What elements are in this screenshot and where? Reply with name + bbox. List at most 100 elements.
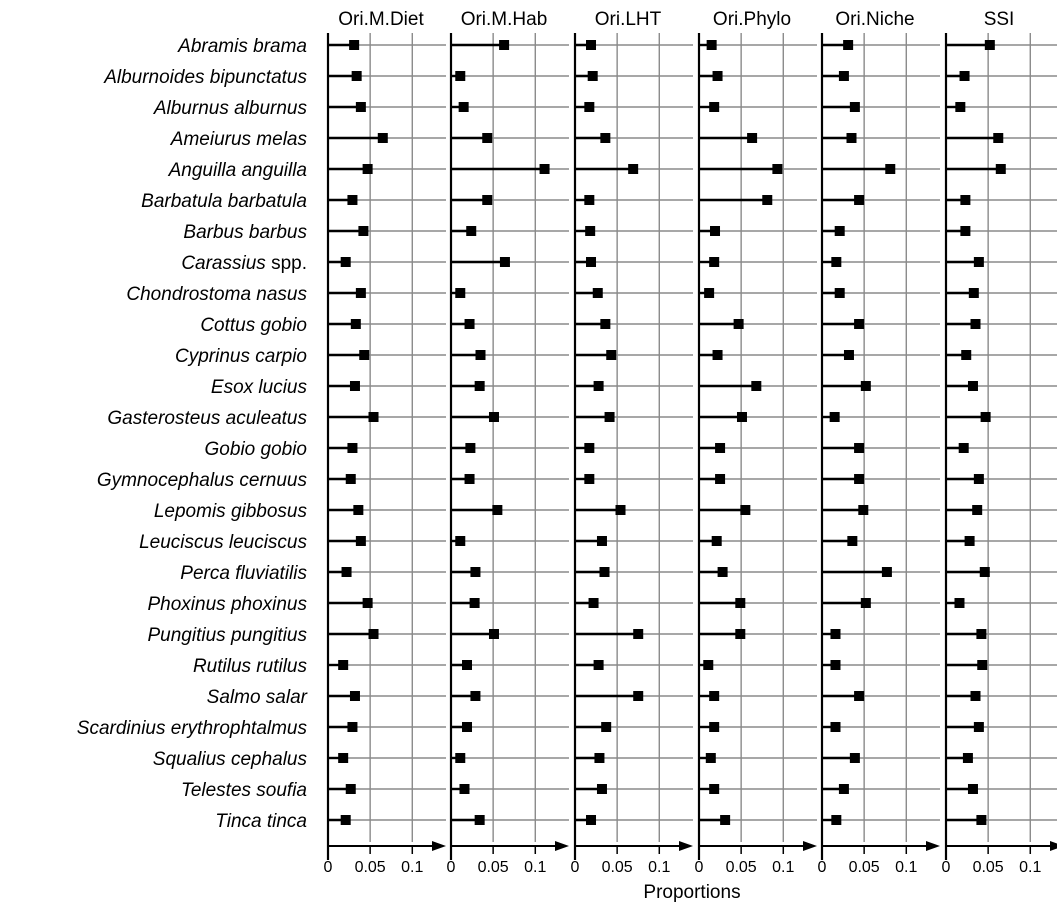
lollipop-marker xyxy=(976,815,987,825)
lollipop-marker xyxy=(592,288,603,298)
lollipop-marker xyxy=(847,536,858,546)
lollipop-marker xyxy=(973,474,984,484)
x-tick-label: 0.1 xyxy=(895,859,917,876)
species-label: Cottus gobio xyxy=(200,315,307,336)
lollipop-marker xyxy=(704,288,715,298)
lollipop-marker xyxy=(995,164,1006,174)
x-axis-arrow xyxy=(555,841,569,851)
species-label: Lepomis gibbosus xyxy=(154,501,308,522)
lollipop-marker xyxy=(735,629,746,639)
lollipop-marker xyxy=(968,288,979,298)
lollipop-marker xyxy=(455,71,466,81)
lollipop-marker xyxy=(712,350,723,360)
lollipop-marker xyxy=(587,71,598,81)
lollipop-marker xyxy=(735,598,746,608)
panel-title: Ori.Niche xyxy=(835,9,914,30)
lollipop-marker xyxy=(830,722,841,732)
lollipop-marker xyxy=(488,412,499,422)
lollipop-marker xyxy=(711,536,722,546)
lollipop-marker xyxy=(849,102,860,112)
panel-ori-niche: Ori.Niche 0 0.05 0.1 xyxy=(818,9,940,876)
lollipop-marker xyxy=(973,257,984,267)
lollipop-marker xyxy=(706,40,717,50)
lollipop-marker xyxy=(585,226,596,236)
x-axis-arrow xyxy=(1050,841,1057,851)
lollipop-marker xyxy=(340,257,351,267)
lollipop-marker xyxy=(338,660,349,670)
lollipop-marker xyxy=(584,474,595,484)
lollipop-marker xyxy=(599,567,610,577)
lollipop-marker xyxy=(962,753,973,763)
lollipop-marker xyxy=(751,381,762,391)
lollipop-marker xyxy=(854,691,865,701)
panel-ori-phylo: Ori.Phylo 0 0.05 0.1 xyxy=(695,9,817,876)
species-label: Phoxinus phoxinus xyxy=(148,594,308,615)
lollipop-marker xyxy=(593,381,604,391)
lollipop-marker xyxy=(830,660,841,670)
x-tick-label: 0 xyxy=(571,859,580,876)
species-label: Squalius cephalus xyxy=(153,749,308,770)
lollipop-marker xyxy=(347,195,358,205)
lollipop-marker xyxy=(596,536,607,546)
lollipop-marker xyxy=(586,815,597,825)
x-axis-arrow xyxy=(432,841,446,851)
species-label: Chondrostoma nasus xyxy=(126,284,307,305)
lollipop-marker xyxy=(482,133,493,143)
lollipop-marker xyxy=(740,505,751,515)
lollipop-marker xyxy=(470,567,481,577)
lollipop-marker xyxy=(709,102,720,112)
x-tick-label: 0.05 xyxy=(478,859,509,876)
lollipop-marker xyxy=(736,412,747,422)
lollipop-marker xyxy=(710,226,721,236)
lollipop-marker xyxy=(345,474,356,484)
lollipop-marker xyxy=(772,164,783,174)
lollipop-marker xyxy=(712,71,723,81)
lollipop-marker xyxy=(499,257,510,267)
x-tick-label: 0.05 xyxy=(849,859,880,876)
lollipop-marker xyxy=(993,133,1004,143)
lollipop-marker xyxy=(340,815,351,825)
lollipop-marker xyxy=(960,195,971,205)
lollipop-marker xyxy=(377,133,388,143)
lollipop-marker xyxy=(854,443,865,453)
x-tick-label: 0 xyxy=(942,859,951,876)
lollipop-marker xyxy=(846,133,857,143)
lollipop-marker xyxy=(469,598,480,608)
lollipop-marker xyxy=(830,629,841,639)
species-label: Leuciscus leuciscus xyxy=(139,532,307,553)
lollipop-marker xyxy=(368,629,379,639)
lollipop-marker xyxy=(355,536,366,546)
species-label: Perca fluviatilis xyxy=(180,563,307,584)
lollipop-marker xyxy=(338,753,349,763)
x-axis-arrow xyxy=(926,841,940,851)
lollipop-marker xyxy=(834,288,845,298)
lollipop-marker xyxy=(606,350,617,360)
species-label: Anguilla anguilla xyxy=(168,160,307,181)
x-tick-label: 0.05 xyxy=(973,859,1004,876)
lollipop-marker xyxy=(586,257,597,267)
lollipop-marker xyxy=(586,40,597,50)
lollipop-marker xyxy=(351,71,362,81)
species-label: Gobio gobio xyxy=(205,439,307,460)
panel-ori-m-hab: Ori.M.Hab 0 0.05 0.1 xyxy=(447,9,569,876)
x-tick-label: 0.05 xyxy=(355,859,386,876)
lollipop-marker xyxy=(829,412,840,422)
x-tick-label: 0 xyxy=(447,859,456,876)
lollipop-marker xyxy=(482,195,493,205)
lollipop-marker xyxy=(594,753,605,763)
species-label: Abramis brama xyxy=(177,36,307,57)
lollipop-marker xyxy=(596,784,607,794)
lollipop-marker xyxy=(584,102,595,112)
lollipop-marker xyxy=(593,660,604,670)
lollipop-marker xyxy=(601,722,612,732)
lollipop-marker xyxy=(470,691,481,701)
panel-title: Ori.M.Hab xyxy=(461,9,548,30)
panel-ori-m-diet: Ori.M.Diet 0 0.05 0.1 xyxy=(324,9,446,876)
lollipop-marker xyxy=(362,164,373,174)
lollipop-marker xyxy=(976,629,987,639)
lollipop-marker xyxy=(499,40,510,50)
lollipop-marker xyxy=(715,474,726,484)
lollipop-marker xyxy=(584,443,595,453)
lollipop-marker xyxy=(973,722,984,732)
lollipop-marker xyxy=(709,691,720,701)
